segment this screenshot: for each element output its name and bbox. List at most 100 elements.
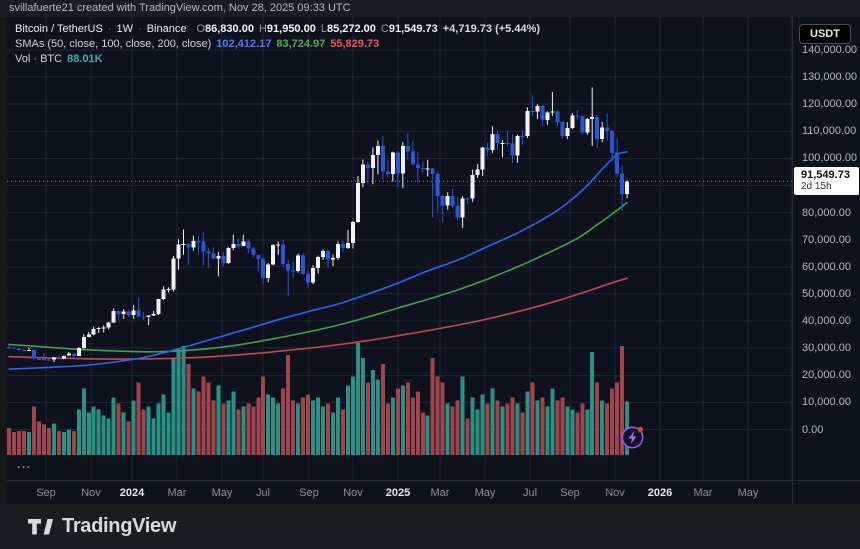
candle-body: [36, 358, 41, 360]
volume-bar: [336, 397, 340, 455]
time-axis[interactable]: Sep Nov 2024 Mar May Jul Sep Nov 2025 Mar May Jul Se…: [7, 480, 860, 505]
volume-bar: [291, 400, 296, 455]
volume-bar: [380, 364, 385, 455]
chart-area: Bitcoin / TetherUS · 1W · Binance O86,83…: [7, 17, 860, 480]
volume-bar: [520, 412, 525, 455]
candle-body: [500, 143, 505, 144]
candle-body: [86, 334, 91, 338]
price-scale[interactable]: USDT 140,000.00 130,000.00 120,000.00 110,0…: [792, 17, 860, 480]
candle-body: [405, 146, 410, 152]
candle-body: [186, 244, 191, 248]
footer-brand-bar: TradingView: [0, 504, 860, 549]
more-button[interactable]: ...: [17, 457, 32, 471]
candle-body: [151, 314, 156, 316]
candle-body: [17, 348, 21, 350]
candle-body: [595, 117, 600, 139]
candle-body: [525, 111, 530, 137]
volume-bar: [261, 376, 266, 455]
time-tick-label: May: [211, 487, 233, 499]
candle-body: [116, 310, 121, 314]
volume-bar: [450, 406, 455, 455]
volume-bar: [580, 403, 585, 455]
candle-body: [201, 241, 206, 252]
candle-body: [316, 257, 321, 269]
volume-bar: [216, 385, 221, 455]
price-tick-label: 30,000.00: [802, 342, 851, 354]
symbol-legend-row[interactable]: Bitcoin / TetherUS · 1W · Binance O86,83…: [15, 23, 541, 35]
volume-bar: [440, 382, 445, 455]
interval-label: 1W: [116, 23, 134, 35]
volume-bar: [22, 430, 26, 455]
candle-body: [96, 328, 101, 330]
volume-bar: [71, 430, 76, 455]
volume-bar: [365, 382, 370, 455]
volume-bar: [161, 394, 166, 455]
volume-bar: [206, 382, 211, 455]
volume-bar: [510, 397, 515, 455]
candle-body: [490, 134, 495, 150]
symbol-title[interactable]: Bitcoin / TetherUS: [15, 23, 103, 35]
candle-body: [520, 135, 525, 137]
volume-bar: [425, 415, 430, 455]
tradingview-wordmark[interactable]: TradingView: [62, 515, 177, 537]
candle-body: [251, 248, 256, 256]
candle-body: [216, 256, 221, 259]
volume-bar: [475, 409, 480, 455]
chart-legend: Bitcoin / TetherUS · 1W · Binance O86,83…: [15, 22, 540, 67]
candle-body: [196, 240, 201, 242]
candle-body: [26, 349, 31, 351]
volume-bar: [385, 403, 390, 455]
candle-body: [91, 328, 96, 335]
volume-bar: [575, 412, 580, 455]
price-chart-canvas[interactable]: [7, 17, 792, 480]
lightning-boost-icon[interactable]: [619, 423, 647, 451]
candle-body: [380, 146, 385, 172]
candle-body: [585, 118, 590, 133]
volume-bar: [390, 397, 395, 455]
volume-bar: [331, 412, 335, 455]
volume-bar: [131, 400, 136, 455]
time-tick-label: 2026: [647, 487, 673, 499]
price-tick-label: 50,000.00: [802, 288, 851, 300]
volume-bar: [56, 430, 61, 455]
volume-bar: [241, 406, 246, 455]
candle-body: [311, 268, 316, 283]
volume-legend-row[interactable]: Vol · BTC 88.01K: [15, 52, 540, 67]
candle-body: [400, 146, 405, 174]
volume-bar: [236, 409, 241, 455]
volume-value: 88.01K: [67, 53, 103, 65]
candle-body: [410, 151, 415, 165]
volume-bar: [61, 432, 66, 455]
time-tick-label: Mar: [430, 487, 450, 499]
volume-bar: [430, 358, 435, 455]
candle-body: [565, 128, 570, 137]
volume-bar: [570, 409, 575, 455]
candle-body: [480, 147, 485, 170]
candle-body: [510, 143, 515, 156]
sma-legend-row[interactable]: SMAs (50, close, 100, close, 200, close)…: [15, 37, 540, 52]
candle-body: [420, 167, 425, 169]
volume-bar: [420, 412, 425, 455]
volume-bar: [17, 430, 21, 455]
volume-bar: [191, 388, 196, 455]
volume-bar: [615, 382, 620, 455]
volume-bar: [36, 421, 41, 455]
volume-bar: [156, 403, 161, 455]
candle-body: [191, 240, 196, 248]
candle-body: [351, 222, 355, 244]
candle-body: [360, 164, 365, 183]
attribution-link[interactable]: svillafuerte21 created with TradingView.…: [9, 2, 351, 14]
candle-body: [221, 256, 226, 263]
volume-bar: [585, 409, 590, 455]
attribution-bar: svillafuerte21 created with TradingView.…: [0, 0, 860, 17]
volume-bar: [301, 397, 306, 455]
candle-body: [341, 244, 345, 248]
tradingview-logo-icon[interactable]: [28, 518, 53, 535]
candle-body: [590, 117, 595, 119]
candle-body: [121, 311, 126, 314]
volume-bar: [81, 388, 86, 455]
volume-bar: [7, 427, 11, 455]
volume-bar: [141, 409, 146, 455]
time-tick-label: Nov: [81, 487, 101, 499]
currency-toggle-button[interactable]: USDT: [799, 24, 851, 44]
